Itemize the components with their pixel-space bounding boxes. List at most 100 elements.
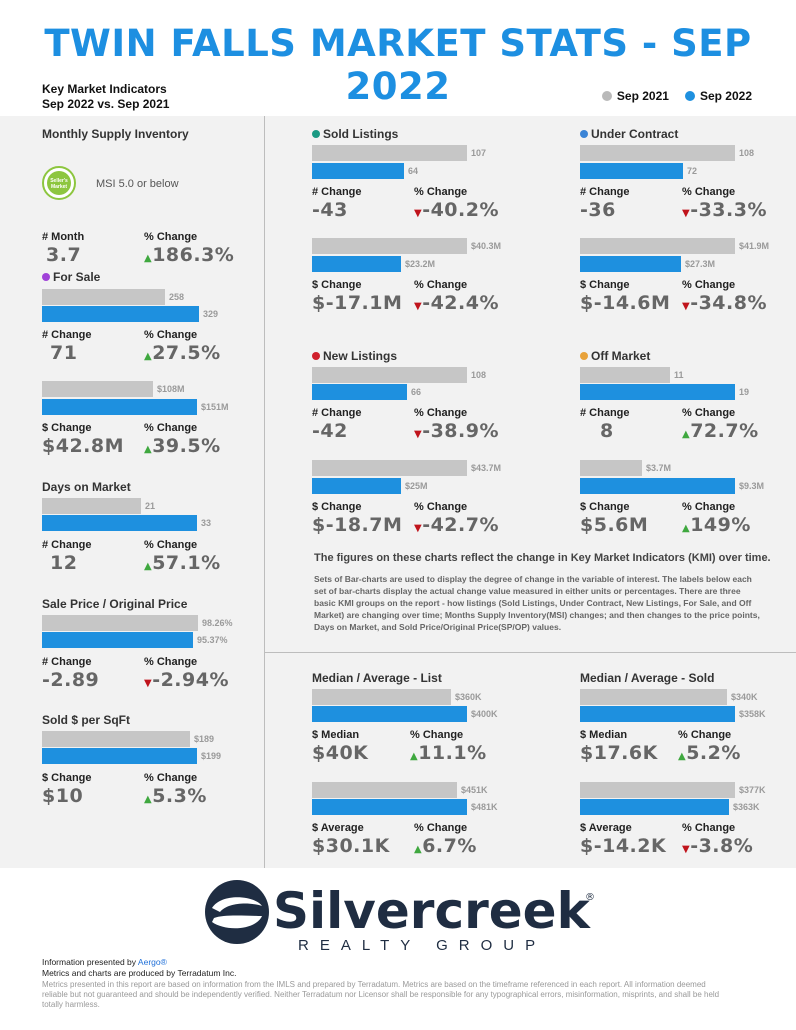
contract-dot — [580, 130, 588, 138]
soldp-average-label: $ Average — [580, 822, 632, 834]
for-sale-pct-label: % Change — [144, 329, 198, 341]
sold-dollars-cur-label: $23.2M — [405, 259, 436, 269]
soldp-average-pct: ▼-3.8% — [682, 835, 753, 857]
newl-dollar-pct-label: % Change — [414, 501, 468, 513]
newl-pct-label: % Change — [414, 407, 468, 419]
kmi-note-heading: The figures on these charts reflect the … — [314, 552, 771, 564]
sold-units-pct: ▼-40.2% — [414, 199, 499, 221]
soldp-average-change: $-14.2K — [580, 835, 667, 857]
contract-units-change: -36 — [580, 199, 616, 221]
sold-units-pct-value: -40.2% — [422, 199, 500, 221]
soldp-median-change: $17.6K — [580, 742, 658, 764]
spop-num-change-label: # Change — [42, 656, 92, 668]
list-average-pct-label: % Change — [414, 822, 468, 834]
up-arrow-icon: ▲ — [678, 751, 687, 762]
newl-units-cur-label: 66 — [411, 387, 422, 397]
offm-units-prev-bar — [580, 367, 670, 383]
down-arrow-icon: ▼ — [414, 523, 423, 534]
for-sale-units-prev-bar — [42, 289, 165, 305]
newl-units-prev-bar — [312, 367, 467, 383]
kmi-heading-line2: Sep 2022 vs. Sep 2021 — [42, 97, 170, 111]
newl-units-change: -42 — [312, 420, 348, 442]
legend: Sep 2021 Sep 2022 — [601, 89, 752, 103]
up-arrow-icon: ▲ — [144, 794, 153, 805]
soldp-average-pct-label: % Change — [682, 822, 736, 834]
newl-title: New Listings — [312, 349, 397, 363]
contract-units-pct: ▼-33.3% — [682, 199, 767, 221]
down-arrow-icon: ▼ — [682, 208, 691, 219]
sold-units-cur-label: 64 — [408, 166, 419, 176]
msi-pct-label: % Change — [144, 231, 198, 243]
for-sale-units-pct: ▲27.5% — [144, 342, 221, 364]
sold-dollars-pct: ▼-42.4% — [414, 292, 499, 314]
dom-cur-label: 33 — [201, 518, 212, 528]
offm-dollars-cur-label: $9.3M — [739, 481, 765, 491]
contract-units-prev-bar — [580, 145, 735, 161]
offm-dollars-cur-bar — [580, 478, 735, 494]
aergo-link[interactable]: Aergo® — [137, 957, 167, 967]
offm-units-cur-label: 19 — [739, 387, 750, 397]
list-median-pct: ▲11.1% — [410, 742, 487, 764]
newl-units-cur-bar — [312, 384, 407, 400]
legend-label-cur: Sep 2022 — [699, 89, 752, 103]
offm-dollar-pct-label: % Change — [682, 501, 736, 513]
dom-pct: ▲57.1% — [144, 552, 221, 574]
footer-presented-text: Information presented by — [42, 957, 138, 967]
logo-subtitle: REALTY GROUP — [298, 937, 546, 954]
contract-pct-label: % Change — [682, 186, 736, 198]
for-sale-dollar-pct-label: % Change — [144, 422, 198, 434]
newl-dollars-cur-bar — [312, 478, 401, 494]
sold-units-prev-bar — [312, 145, 467, 161]
spop-prev-label: 98.26% — [202, 618, 233, 628]
soldp-average-pct-value: -3.8% — [690, 835, 754, 857]
spop-pct: ▼-2.94% — [144, 669, 229, 691]
offm-title-text: Off Market — [591, 349, 651, 363]
silvercreek-logo: Silvercreek ® REALTY GROUP — [0, 878, 796, 958]
soldp-average-cur-label: $363K — [733, 802, 760, 812]
up-arrow-icon: ▲ — [144, 253, 153, 264]
for-sale-units-cur-label: 329 — [203, 309, 219, 319]
for-sale-dollar-change-label: $ Change — [42, 422, 92, 434]
footer-presented: Information presented by Aergo® — [42, 957, 167, 967]
for-sale-dollars-prev-label: $108M — [157, 384, 185, 394]
sqft-prev-label: $189 — [194, 734, 215, 744]
for-sale-dollars-prev-bar — [42, 381, 153, 397]
offm-dollars-change: $5.6M — [580, 514, 649, 536]
sold-title-text: Sold Listings — [323, 127, 399, 141]
legend-dot-cur — [684, 91, 695, 101]
offm-dollars-prev-label: $3.7M — [646, 463, 672, 473]
up-arrow-icon: ▲ — [414, 844, 423, 855]
up-arrow-icon: ▲ — [144, 351, 153, 362]
spop-cur-bar — [42, 632, 193, 648]
up-arrow-icon: ▲ — [144, 444, 153, 455]
offm-title: Off Market — [580, 349, 650, 363]
legend-label-prev: Sep 2021 — [616, 89, 669, 103]
for-sale-dollars-cur-bar — [42, 399, 197, 415]
for-sale-dollars-pct-value: 39.5% — [152, 435, 221, 457]
offm-dot — [580, 352, 588, 360]
offm-units-change: 8 — [600, 420, 614, 442]
sold-pct-label: % Change — [414, 186, 468, 198]
soldp-median-cur-label: $358K — [739, 709, 766, 719]
legend-dot-prev — [601, 91, 612, 101]
newl-units-prev-label: 108 — [471, 370, 487, 380]
msi-month-label: # Month — [42, 231, 85, 243]
kmi-heading-line1: Key Market Indicators — [42, 82, 167, 96]
logo-name: Silvercreek — [273, 882, 592, 940]
soldp-median-prev-bar — [580, 689, 727, 705]
contract-dollars-pct: ▼-34.8% — [682, 292, 767, 314]
for-sale-units-change: 71 — [50, 342, 78, 364]
for-sale-dot — [42, 273, 50, 281]
for-sale-title: For Sale — [42, 270, 100, 284]
contract-units-cur-bar — [580, 163, 683, 179]
up-arrow-icon: ▲ — [410, 751, 419, 762]
sqft-change: $10 — [42, 785, 84, 807]
list-average-cur-bar — [312, 799, 467, 815]
spop-title: Sale Price / Original Price — [42, 597, 188, 611]
soldp-median-pct-label: % Change — [678, 729, 732, 741]
down-arrow-icon: ▼ — [144, 678, 153, 689]
legend-item-prev: Sep 2021 — [601, 89, 669, 103]
list-median-prev-label: $360K — [455, 692, 482, 702]
sold-num-change-label: # Change — [312, 186, 362, 198]
newl-units-pct-value: -38.9% — [422, 420, 500, 442]
